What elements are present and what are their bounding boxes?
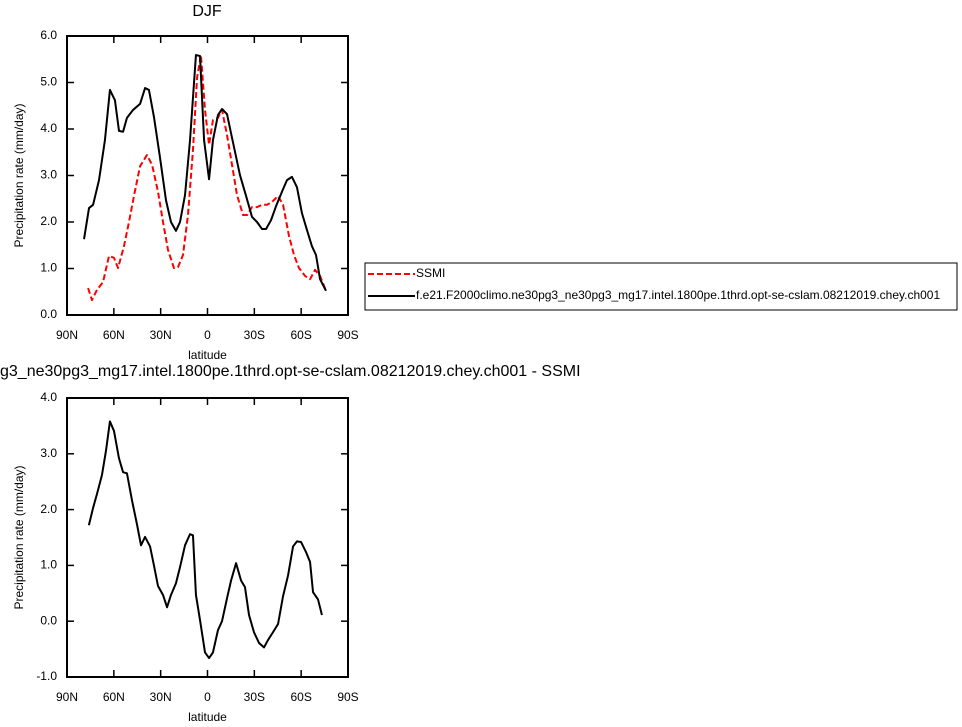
y-tick-label: 6.0 bbox=[40, 28, 57, 42]
x-tick-label: 30N bbox=[150, 690, 172, 704]
x-tick-label: 60S bbox=[290, 328, 311, 342]
plot-frame bbox=[66, 397, 349, 678]
data-line bbox=[87, 420, 323, 660]
y-tick-label: 0.0 bbox=[40, 613, 57, 627]
y-tick-label: 1.0 bbox=[40, 558, 57, 572]
y-tick-label: 2.0 bbox=[40, 502, 57, 516]
x-tick-label: 30S bbox=[244, 328, 265, 342]
x-tick-label: 90N bbox=[56, 690, 78, 704]
y-tick-label: 5.0 bbox=[40, 75, 57, 89]
chart-title: DJF bbox=[192, 3, 222, 20]
x-tick-label: 30N bbox=[150, 328, 172, 342]
data-line bbox=[83, 54, 327, 292]
y-tick-label: 1.0 bbox=[40, 261, 57, 275]
plot-frame bbox=[66, 35, 349, 316]
x-axis-label: latitude bbox=[188, 710, 227, 724]
legend-label: f.e21.F2000climo.ne30pg3_ne30pg3_mg17.in… bbox=[416, 288, 940, 302]
y-tick-label: 2.0 bbox=[40, 214, 57, 228]
y-tick-label: 0.0 bbox=[40, 307, 57, 321]
y-tick-label: 4.0 bbox=[40, 390, 57, 404]
y-tick-label: -1.0 bbox=[36, 669, 57, 683]
x-tick-label: 60S bbox=[290, 690, 311, 704]
chart-title: g3_ne30pg3_mg17.intel.1800pe.1thrd.opt-s… bbox=[0, 363, 581, 380]
legend-label: SSMI bbox=[416, 266, 445, 280]
x-tick-label: 30S bbox=[244, 690, 265, 704]
x-tick-label: 60N bbox=[103, 328, 125, 342]
y-tick-label: 4.0 bbox=[40, 121, 57, 135]
data-line bbox=[87, 54, 327, 302]
x-tick-label: 0 bbox=[204, 690, 211, 704]
x-axis-label: latitude bbox=[188, 348, 227, 362]
y-tick-label: 3.0 bbox=[40, 446, 57, 460]
x-tick-label: 90N bbox=[56, 328, 78, 342]
x-tick-label: 90S bbox=[337, 328, 358, 342]
y-axis-label: Precipitation rate (mm/day) bbox=[12, 103, 26, 247]
y-tick-label: 3.0 bbox=[40, 168, 57, 182]
y-axis-label: Precipitation rate (mm/day) bbox=[12, 465, 26, 609]
x-tick-label: 90S bbox=[337, 690, 358, 704]
x-tick-label: 0 bbox=[204, 328, 211, 342]
legend-box bbox=[364, 262, 958, 311]
x-tick-label: 60N bbox=[103, 690, 125, 704]
